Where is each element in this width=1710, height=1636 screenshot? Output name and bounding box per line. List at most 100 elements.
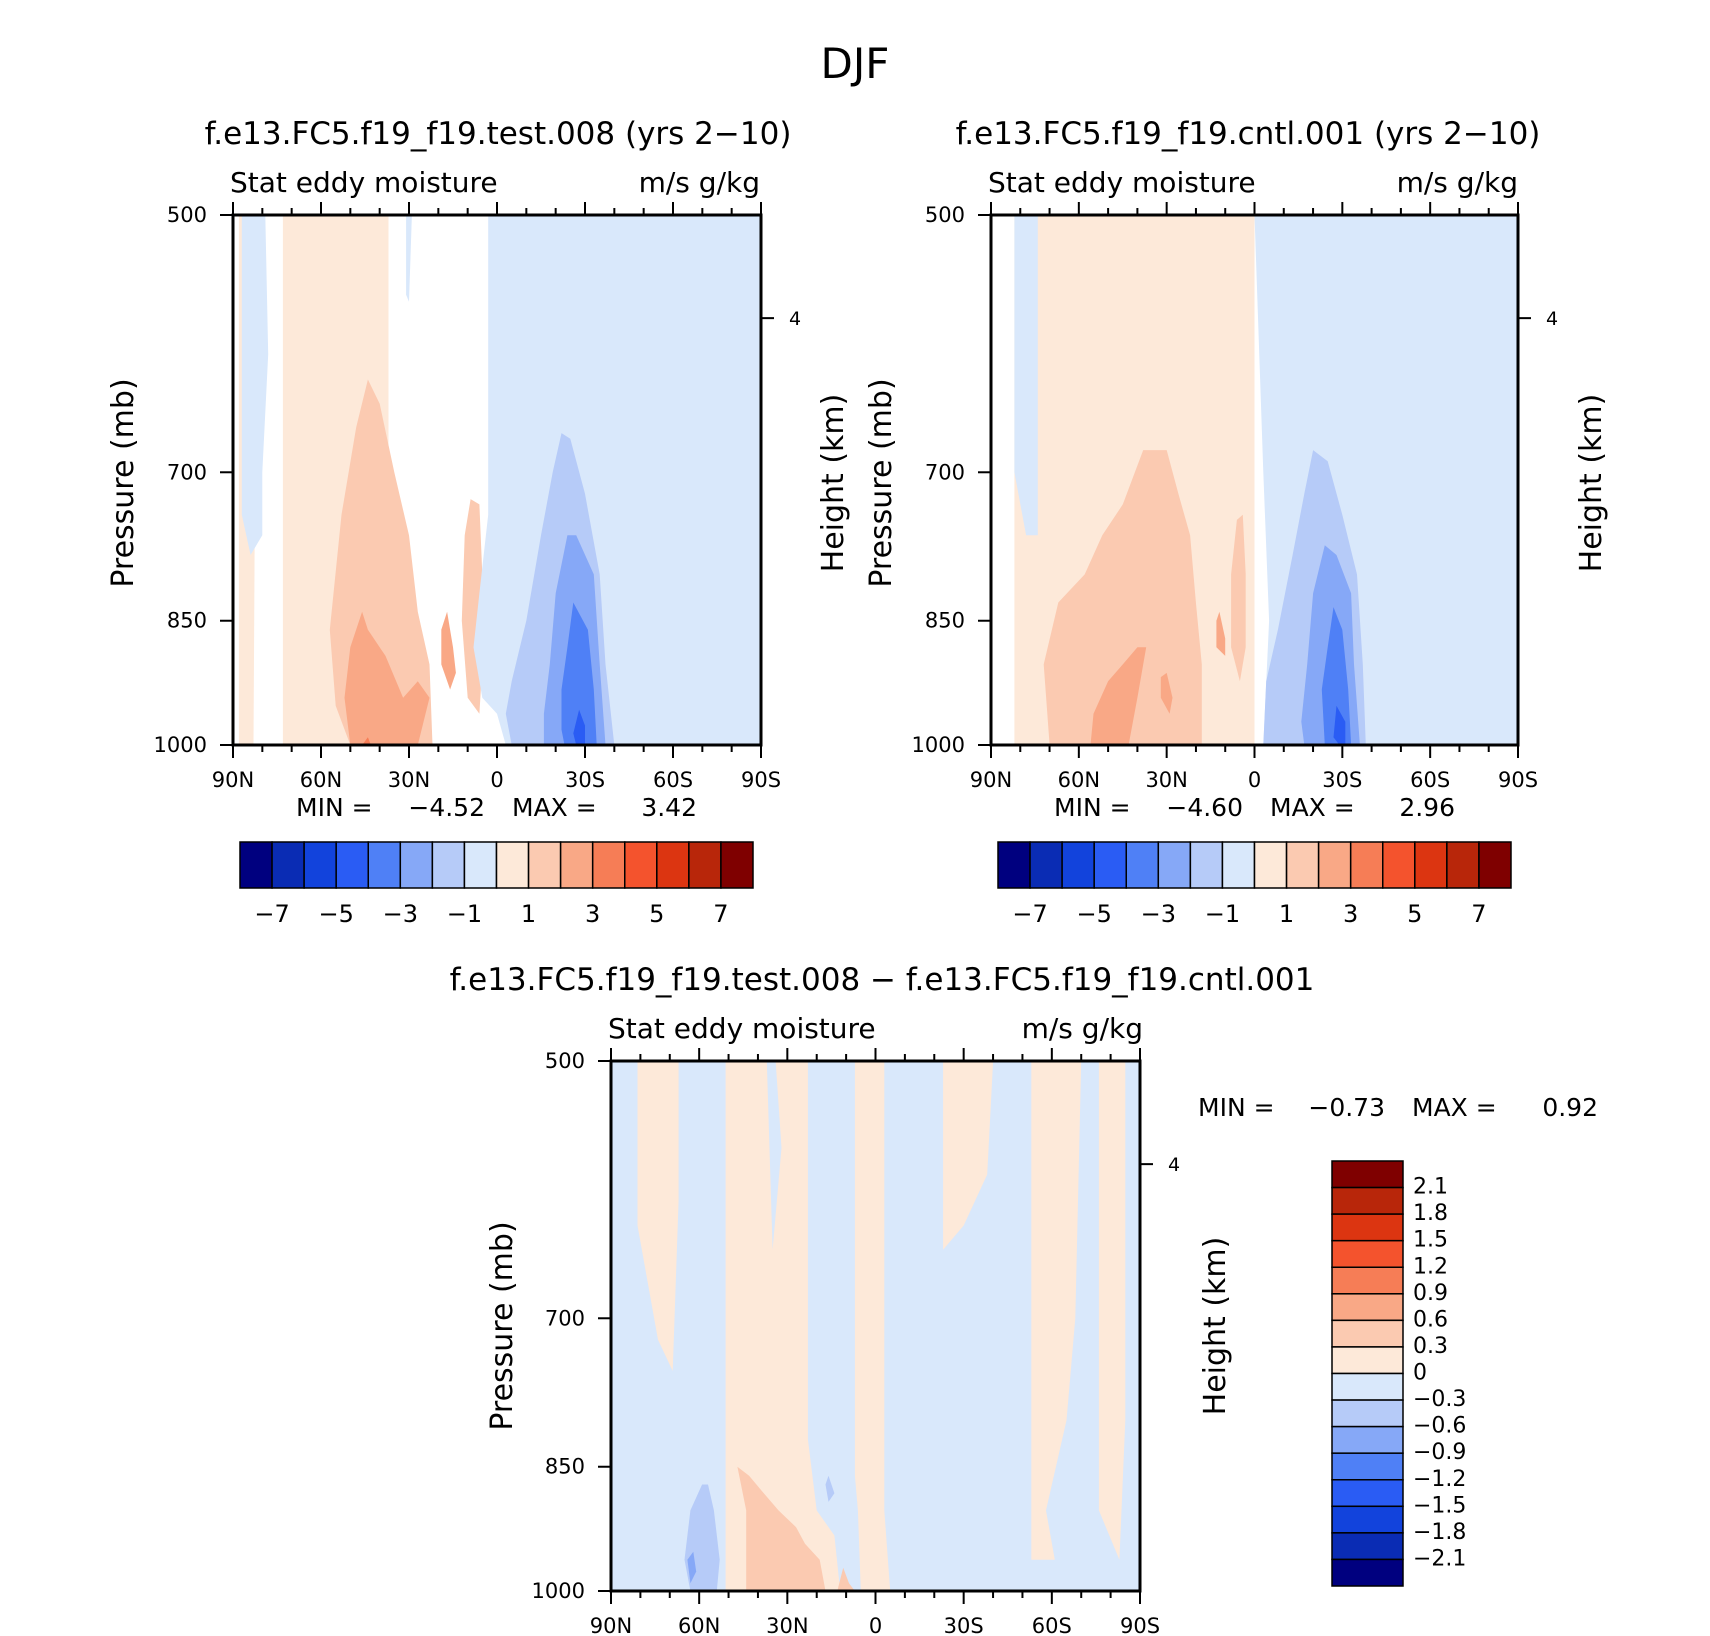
y-axis-label: Pressure (mb) [485, 1221, 520, 1430]
colorbar-label: −1.2 [1413, 1467, 1466, 1492]
max-label: MAX = [1270, 793, 1355, 822]
figure-title: DJF [821, 39, 890, 88]
contour-region-4 [943, 1061, 994, 1250]
colorbar-label: 1.2 [1413, 1254, 1448, 1279]
units-label: m/s g/kg [1397, 166, 1518, 199]
colorbar-box [335, 841, 369, 889]
units-label: m/s g/kg [1022, 1012, 1143, 1045]
contour-region-11 [825, 1475, 835, 1502]
colorbar-box [591, 841, 626, 889]
y-tick-label: 500 [925, 203, 965, 227]
min-value: −4.60 [1166, 793, 1243, 822]
colorbar-label: 3 [1343, 900, 1358, 928]
x-tick-label: 60N [1058, 768, 1100, 792]
colorbar-box [1478, 841, 1512, 889]
y2-tick-label: 4 [1168, 1154, 1180, 1176]
contour-region-7 [1014, 215, 1038, 536]
colorbar-box [720, 841, 754, 889]
x-tick-label: 90S [741, 768, 781, 792]
colorbar-label: −3 [383, 900, 418, 928]
colorbar-label: −7 [254, 900, 289, 928]
max-value: 2.96 [1399, 793, 1455, 822]
variable-label: Stat eddy moisture [988, 166, 1256, 199]
panel-control: f.e13.FC5.f19_f19.cntl.001 (yrs 2−10) St… [864, 116, 1609, 928]
contour-region-4 [344, 611, 430, 745]
variable-label: Stat eddy moisture [230, 166, 498, 199]
x-tick-label: 60N [300, 768, 342, 792]
colorbar-label: −5 [318, 900, 353, 928]
colorbar-box [1331, 1319, 1404, 1348]
x-tick-label: 60S [1410, 768, 1450, 792]
colorbar-box [1125, 841, 1160, 889]
colorbar-box [656, 841, 690, 889]
colorbar-box [1331, 1505, 1404, 1534]
colorbar-box [1061, 841, 1095, 889]
contour-region-7 [793, 1381, 800, 1458]
y-tick-label: 850 [167, 609, 207, 633]
y-tick-label: 850 [545, 1455, 585, 1479]
x-tick-label: 60S [1032, 1614, 1072, 1636]
colorbar-box [1331, 1532, 1404, 1561]
x-tick-label: 30S [565, 768, 605, 792]
contour-region-5 [1031, 1061, 1082, 1560]
y-tick-label: 700 [925, 460, 965, 484]
colorbar-label: 7 [1471, 900, 1486, 928]
colorbar-label: 5 [1407, 900, 1422, 928]
contour-region-5 [1216, 611, 1226, 656]
colorbar-box [1253, 841, 1288, 889]
contour-region-12 [687, 1551, 697, 1584]
x-tick-label: 90N [590, 1614, 632, 1636]
colorbar-box [1093, 841, 1127, 889]
x-tick-label: 60N [678, 1614, 720, 1636]
variable-label: Stat eddy moisture [608, 1012, 876, 1045]
colorbar-label: −7 [1012, 900, 1047, 928]
colorbar-box [1331, 1479, 1404, 1508]
colorbar-label: −1 [1205, 900, 1240, 928]
contour-region-1 [637, 1061, 679, 1371]
contour-region-9 [837, 1567, 855, 1591]
colorbar-label: 7 [713, 900, 728, 928]
contour-region-8 [241, 215, 269, 555]
colorbar-box [624, 841, 658, 889]
contour-region-6 [1098, 1061, 1126, 1560]
colorbar-label: −2.1 [1413, 1546, 1466, 1571]
colorbar-label: −3 [1141, 900, 1176, 928]
x-tick-label: 60S [653, 768, 693, 792]
colorbar-label: 1.5 [1413, 1228, 1448, 1253]
colorbar-box [1446, 841, 1480, 889]
min-label: MIN = [296, 793, 373, 822]
colorbar-box [559, 841, 594, 889]
colorbar-label: −1.5 [1413, 1493, 1466, 1518]
x-tick-label: 90S [1498, 768, 1538, 792]
colorbar-label: 5 [649, 900, 664, 928]
colorbar-label: −1.8 [1413, 1520, 1466, 1545]
colorbar-label: 1 [1279, 900, 1294, 928]
colorbar-label: 2.1 [1413, 1175, 1448, 1200]
colorbar-label: 0.3 [1413, 1334, 1448, 1359]
contour-region-5 [441, 611, 456, 690]
x-tick-label: 30N [766, 1614, 808, 1636]
y-tick-label: 1000 [532, 1579, 585, 1603]
contour-region-3 [1090, 647, 1147, 745]
contour-region-2 [1231, 514, 1246, 682]
x-tick-label: 0 [1248, 768, 1261, 792]
colorbar-box [1331, 1186, 1404, 1215]
colorbar-box [463, 841, 498, 889]
y2-axis-label: Height (km) [1574, 394, 1609, 573]
colorbar-label: −0.9 [1413, 1440, 1466, 1465]
y-tick-label: 1000 [912, 733, 965, 757]
colorbar-box [1414, 841, 1448, 889]
y2-tick-label: 4 [789, 308, 801, 330]
y2-axis-label: Height (km) [816, 394, 851, 573]
contour-fills [611, 1061, 1140, 1591]
contour-region-10 [1321, 607, 1352, 745]
x-tick-label: 90N [212, 768, 254, 792]
colorbar: −7 −5 −3 −1 1 3 5 7 [239, 841, 754, 928]
x-tick-label: 30N [388, 768, 430, 792]
colorbar-box [495, 841, 530, 889]
colorbar-box [1331, 1213, 1404, 1242]
panel-title: f.e13.FC5.f19_f19.test.008 (yrs 2−10) [205, 116, 792, 152]
colorbar-box [1331, 1399, 1404, 1428]
contour-region-9 [406, 215, 412, 302]
